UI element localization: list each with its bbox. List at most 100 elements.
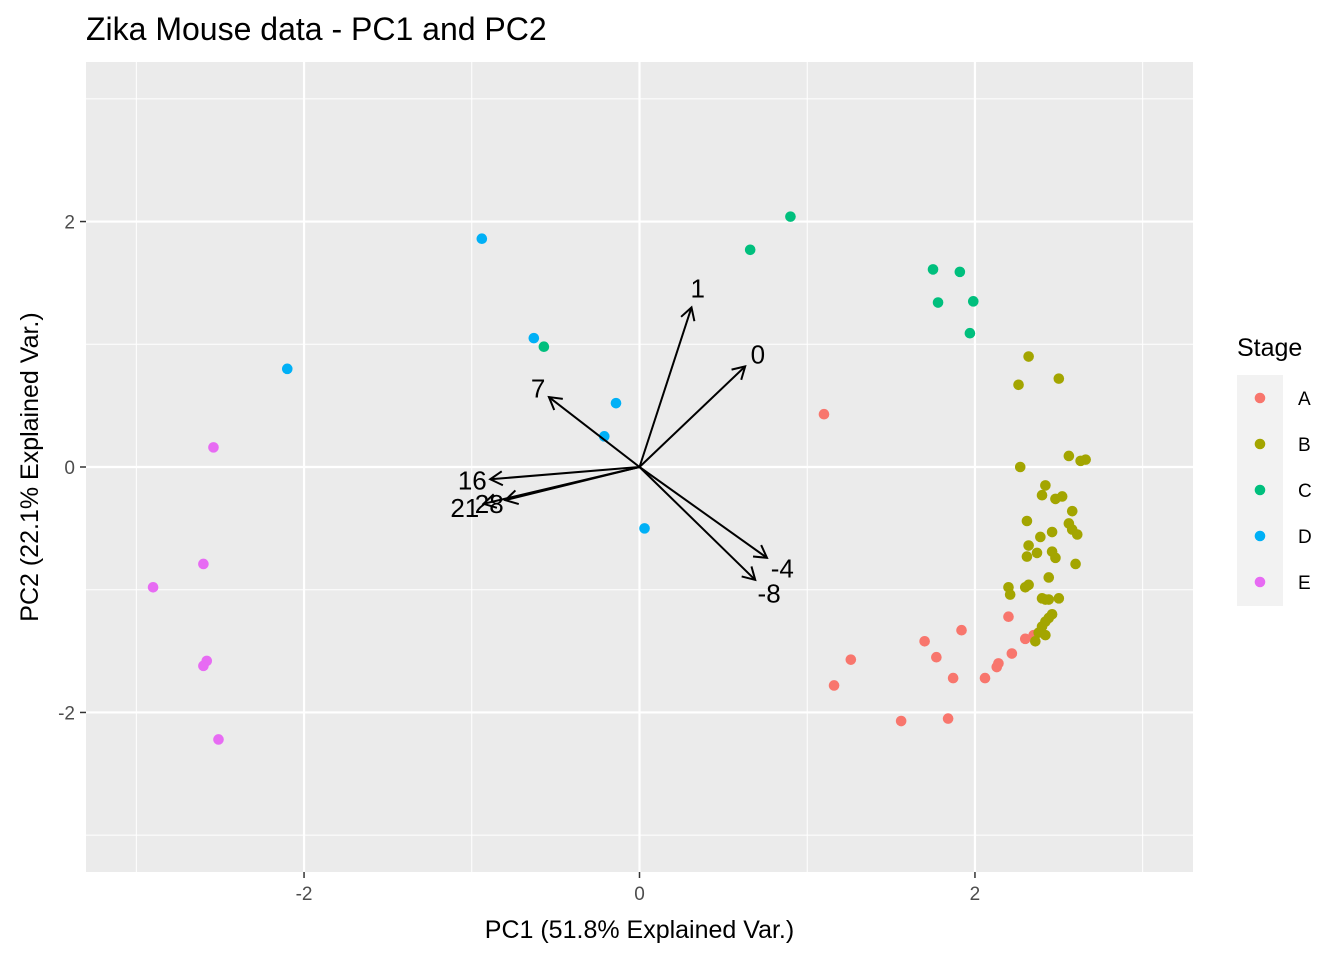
y-axis: -2 0 2 [58, 213, 86, 724]
point-A [956, 624, 967, 636]
point-B [1023, 540, 1034, 551]
legend-key-C [1254, 484, 1266, 496]
loading-arrow-7 [548, 396, 641, 468]
legend-label-E: E [1298, 573, 1311, 594]
loading-label--8: -8 [758, 578, 781, 608]
y-tick-label: -2 [58, 703, 75, 724]
point-A [919, 635, 930, 647]
legend-label-A: A [1298, 389, 1311, 410]
point-A [1006, 648, 1018, 659]
point-D [610, 397, 622, 409]
point-C [744, 244, 756, 256]
point-A [1019, 633, 1031, 645]
loading-arrowhead-0 [731, 364, 747, 381]
point-B [1035, 531, 1046, 543]
x-tick-label: 2 [970, 884, 981, 905]
point-A [818, 408, 830, 420]
point-B [1070, 558, 1081, 570]
point-B [1013, 379, 1024, 391]
loading-label-1: 1 [691, 273, 705, 303]
loading-arrowhead-16 [488, 470, 504, 487]
point-B [1040, 594, 1051, 605]
legend: Stage A B C D E [1237, 334, 1312, 606]
point-B [1046, 526, 1058, 538]
loading-label-28: 28 [475, 489, 504, 519]
point-B [1050, 493, 1061, 505]
point-C [785, 211, 796, 222]
point-B [1036, 489, 1048, 501]
point-D [528, 332, 540, 344]
point-C [538, 341, 550, 353]
loading-arrow-28 [505, 466, 640, 502]
point-E [147, 581, 159, 593]
point-B [1030, 635, 1041, 647]
legend-label-C: C [1298, 481, 1312, 502]
point-B [1023, 351, 1034, 362]
point-B [1053, 373, 1065, 384]
point-C [932, 297, 944, 308]
point-B [1063, 450, 1075, 462]
x-tick-label: 0 [634, 884, 645, 905]
loading-arrow--4 [638, 466, 768, 559]
legend-label-D: D [1298, 527, 1312, 548]
loading-label--4: -4 [771, 554, 794, 584]
legend-key-B [1254, 438, 1266, 450]
point-B [1014, 461, 1026, 473]
point-A [1003, 611, 1014, 623]
loading-arrowhead-28 [503, 489, 520, 505]
legend-key-A [1254, 392, 1266, 404]
legend-title: Stage [1237, 334, 1302, 362]
loading-arrowhead--4 [752, 544, 769, 559]
x-tick-label: -2 [296, 884, 313, 905]
point-B [1021, 551, 1033, 562]
point-B [1021, 515, 1033, 527]
point-C [967, 296, 979, 307]
point-B [1053, 593, 1065, 604]
x-axis-label: PC1 (51.8% Explained Var.) [485, 916, 794, 944]
loading-arrowhead-7 [547, 395, 563, 411]
point-A [828, 680, 840, 691]
loading-arrowhead--8 [741, 566, 757, 582]
point-A [991, 661, 1003, 673]
point-B [1040, 629, 1051, 641]
point-A [979, 672, 991, 684]
point-D [476, 233, 488, 245]
point-B [1004, 589, 1016, 600]
point-A [947, 672, 959, 684]
y-tick-label: 0 [64, 458, 75, 479]
loading-arrow-16 [490, 466, 640, 481]
point-B [1043, 572, 1055, 583]
legend-key-E [1254, 576, 1266, 588]
point-B [1071, 529, 1083, 540]
legend-key-D [1254, 530, 1266, 542]
point-B [1031, 547, 1043, 559]
point-C [964, 327, 976, 339]
point-A [845, 654, 857, 665]
point-B [1075, 455, 1086, 467]
point-B [1040, 480, 1051, 491]
data-points [147, 211, 1091, 745]
x-axis: -2 0 2 [296, 872, 981, 905]
loading-label-21: 21 [450, 493, 479, 523]
loading-label-7: 7 [531, 374, 545, 404]
point-A [895, 715, 907, 727]
loading-arrowhead-21 [481, 493, 498, 509]
point-D [639, 523, 650, 534]
point-E [213, 734, 224, 745]
chart-title: Zika Mouse data - PC1 and PC2 [86, 11, 547, 47]
point-E [198, 660, 209, 672]
loading-label-16: 16 [458, 466, 487, 496]
point-B [1023, 579, 1034, 591]
point-E [208, 442, 219, 453]
legend-label-B: B [1298, 435, 1311, 456]
point-C [954, 266, 966, 278]
y-axis-label: PC2 (22.1% Explained Var.) [16, 312, 44, 621]
point-A [931, 651, 942, 663]
point-C [927, 264, 939, 275]
loading-arrow-0 [638, 365, 746, 468]
loading-arrow-1 [638, 307, 693, 468]
loading-arrowhead-1 [680, 305, 696, 322]
point-A [942, 713, 954, 724]
